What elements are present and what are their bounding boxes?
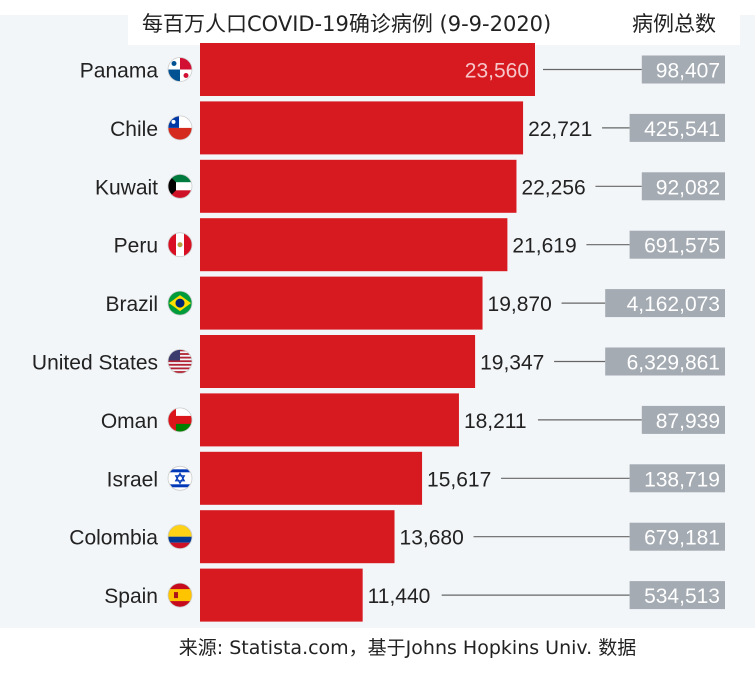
bar-row: United States 19,347 6,329,861 (32, 335, 725, 388)
flag-outline (167, 232, 193, 258)
bar-row: Colombia 13,680 679,181 (69, 510, 725, 564)
total-label: 6,329,861 (627, 352, 720, 375)
bar-row: Peru 21,619 691,575 (114, 218, 725, 272)
bar (200, 43, 535, 96)
israel-flag-icon (168, 466, 192, 491)
value-label: 11,440 (368, 585, 431, 608)
total-box (629, 522, 725, 551)
bar-row: Oman 18,211 87,939 (101, 393, 725, 447)
bar-row: Kuwait 22,256 92,082 (95, 159, 725, 213)
total-label: 534,513 (644, 585, 720, 608)
bar (200, 393, 459, 447)
value-label: 18,211 (464, 410, 527, 433)
country-label: Oman (101, 410, 158, 433)
value-label: 22,721 (528, 118, 592, 141)
total-label: 98,407 (656, 60, 720, 83)
colombia-flag-icon (168, 524, 192, 549)
country-label: Brazil (105, 293, 158, 316)
united-states-flag-icon (168, 349, 192, 373)
country-label: Israel (107, 468, 158, 491)
flag-outline (167, 582, 193, 608)
value-label: 21,619 (512, 235, 576, 258)
total-label: 87,939 (656, 410, 720, 433)
total-box (641, 405, 725, 434)
total-box (641, 55, 725, 84)
country-label: Chile (110, 118, 158, 141)
flag-outline (167, 524, 193, 550)
peru-flag-icon (168, 232, 192, 257)
total-label: 425,541 (644, 118, 720, 141)
country-label: Peru (114, 235, 158, 258)
total-box (629, 113, 725, 142)
oman-flag-icon (168, 407, 192, 432)
panama-flag-icon (168, 57, 192, 82)
title-box (128, 0, 740, 45)
value-label: 19,347 (480, 352, 544, 375)
total-box (629, 464, 725, 493)
bar (200, 101, 524, 155)
value-label: 23,560 (465, 60, 529, 83)
bar-row: Chile 22,721 425,541 (110, 101, 725, 155)
chile-flag-icon (168, 115, 192, 140)
flag-outline (167, 173, 193, 199)
value-label: 13,680 (400, 527, 464, 550)
country-label: Colombia (69, 527, 158, 550)
bar (200, 276, 483, 330)
bar (200, 218, 508, 272)
value-label: 19,870 (488, 293, 552, 316)
bar (200, 568, 363, 622)
flag-outline (167, 465, 193, 491)
bar-row: Panama 23,560 98,407 (80, 43, 725, 96)
country-label: Panama (80, 60, 159, 83)
bar (200, 510, 395, 564)
country-label: Spain (104, 585, 158, 608)
bar-row: Brazil 19,870 4,162,073 (105, 276, 725, 330)
chart-title: 每百万人口COVID-19确诊病例 (9-9-2020) (142, 12, 552, 36)
flag-outline (167, 407, 193, 433)
total-label: 679,181 (644, 527, 720, 550)
bar (200, 335, 476, 388)
total-box (605, 347, 725, 376)
total-label: 4,162,073 (627, 293, 720, 316)
flag-outline (167, 57, 193, 82)
country-label: Kuwait (95, 176, 158, 199)
total-box (629, 230, 725, 259)
flag-outline (167, 349, 193, 374)
value-label: 15,617 (427, 468, 491, 491)
source-note: 来源: Statista.com，基于Johns Hopkins Univ. 数… (178, 637, 637, 659)
spain-flag-icon (168, 583, 192, 608)
total-box (605, 289, 725, 318)
total-column-title: 病例总数 (632, 12, 716, 36)
bar-row: Spain 11,440 534,513 (104, 568, 725, 622)
brazil-flag-icon (168, 291, 192, 316)
total-box (641, 172, 725, 201)
total-label: 691,575 (644, 235, 720, 258)
bar (200, 159, 517, 213)
total-label: 138,719 (644, 468, 720, 491)
bar (200, 451, 423, 505)
bar-row: Israel 15,617 138,719 (107, 451, 725, 505)
country-label: United States (32, 352, 158, 375)
total-label: 92,082 (656, 176, 720, 199)
total-box (629, 581, 725, 610)
flag-outline (167, 290, 193, 316)
value-label: 22,256 (521, 176, 585, 199)
flag-outline (167, 115, 193, 141)
